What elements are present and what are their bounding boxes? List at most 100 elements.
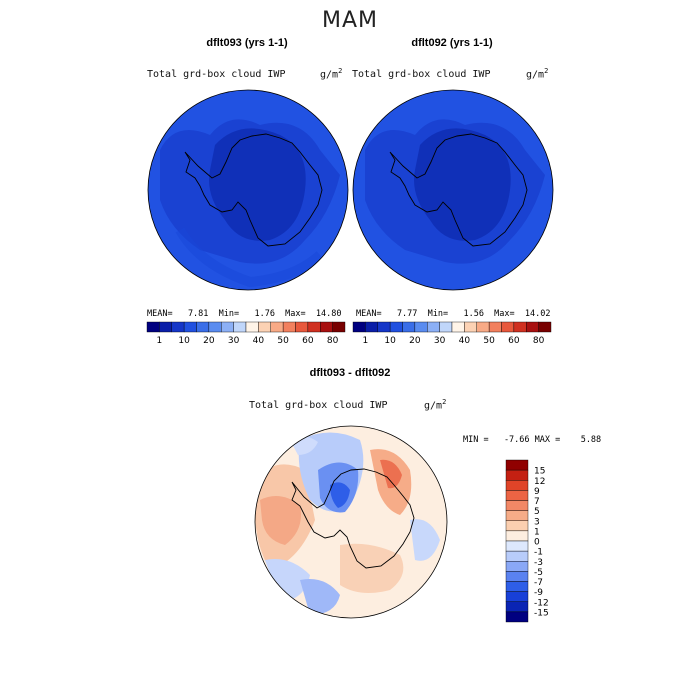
colorbar-tick-label: 7 (534, 497, 540, 507)
colorbar-swatch (183, 321, 197, 333)
colorbar-swatch (171, 321, 185, 333)
colorbar-swatch (505, 540, 529, 552)
right-variable-label: Total grd-box cloud IWP (352, 69, 491, 80)
colorbar-tick-label: 0 (534, 538, 540, 548)
colorbar-swatch (451, 321, 465, 333)
colorbar-swatch (526, 321, 539, 333)
colorbar-swatch (245, 321, 259, 333)
colorbar-swatch (365, 321, 378, 333)
colorbar-tick-label: 30 (434, 336, 446, 346)
colorbar-tick-label: 5 (534, 507, 540, 517)
colorbar-tick-label: 20 (203, 336, 215, 346)
colorbar-swatch (538, 321, 552, 333)
colorbar-swatch (476, 321, 490, 333)
colorbar-swatch (208, 321, 222, 333)
diff-stats: MIN = -7.66 MAX = 5.88 (463, 435, 602, 445)
right-units-label: g/m2 (526, 67, 549, 81)
colorbar-swatch (352, 321, 366, 333)
colorbar-swatch (505, 611, 529, 623)
diff-variable-label: Total grd-box cloud IWP (249, 400, 388, 411)
colorbar-tick-label: -5 (534, 568, 543, 578)
colorbar-tick-label: -3 (534, 558, 543, 568)
colorbar-swatch (221, 321, 234, 333)
left-variable-label: Total grd-box cloud IWP (147, 69, 286, 80)
colorbar-swatch (505, 500, 529, 511)
colorbar-tick-label: -7 (534, 578, 543, 588)
right-panel-title: dflt092 (yrs 1-1) (411, 37, 493, 49)
colorbar-tick-label: 40 (459, 336, 471, 346)
colorbar-tick-label: 20 (409, 336, 421, 346)
colorbar-swatch (505, 571, 529, 582)
colorbar-tick-label: -9 (534, 588, 543, 598)
colorbar-swatch (320, 321, 333, 333)
colorbar-swatch (427, 321, 440, 333)
colorbar-tick-label: 3 (534, 517, 540, 527)
colorbar-swatch (505, 520, 529, 532)
colorbar-swatch (505, 561, 529, 572)
right-coastline (389, 133, 528, 247)
colorbar-swatch (307, 321, 321, 333)
colorbar-swatch (233, 321, 247, 333)
colorbar-swatch (439, 321, 453, 333)
colorbar-swatch (505, 550, 529, 562)
colorbar-swatch (505, 601, 529, 613)
colorbar-swatch (159, 321, 172, 333)
colorbar-swatch (332, 321, 346, 333)
left-stats: MEAN= 7.81 Min= 1.76 Max= 14.80 (147, 309, 342, 319)
colorbar-tick-label: -15 (534, 608, 549, 618)
colorbar-tick-label: 40 (253, 336, 265, 346)
colorbar-swatch (270, 321, 284, 333)
left-coastline (184, 133, 323, 247)
colorbar-tick-label: 1 (157, 336, 163, 346)
colorbar-tick-label: 1 (363, 336, 369, 346)
colorbar-tick-label: 10 (384, 336, 396, 346)
colorbar-tick-label: 50 (277, 336, 289, 346)
colorbar-swatch (501, 321, 515, 333)
colorbar-swatch (295, 321, 309, 333)
colorbar-tick-label: -12 (534, 598, 549, 608)
right-colorbar: 1 10 20 30 40 50 60 80 (352, 321, 552, 346)
colorbar-swatch (513, 321, 527, 333)
diff-map (255, 426, 447, 618)
colorbar-tick-label: 60 (508, 336, 520, 346)
colorbar-swatch (488, 321, 502, 333)
colorbar-tick-label: 10 (178, 336, 190, 346)
colorbar-swatch (389, 321, 403, 333)
colorbar-swatch (377, 321, 391, 333)
colorbar-tick-label: 60 (302, 336, 314, 346)
diff-units-label: g/m2 (424, 398, 447, 412)
colorbar-tick-label: 80 (327, 336, 339, 346)
colorbar-tick-label: 15 (534, 467, 545, 477)
left-map (148, 90, 348, 290)
season-title: MAM (321, 8, 378, 33)
colorbar-tick-label: 30 (228, 336, 240, 346)
colorbar-tick-label: 50 (483, 336, 495, 346)
left-colorbar: 1 10 20 30 40 50 60 80 (146, 321, 346, 346)
colorbar-swatch (464, 321, 477, 333)
colorbar-swatch (505, 530, 529, 542)
colorbar-tick-label: 80 (533, 336, 545, 346)
colorbar-swatch (505, 510, 529, 521)
colorbar-tick-label: -1 (534, 548, 543, 558)
right-map (353, 90, 553, 290)
left-units-label: g/m2 (320, 67, 343, 81)
right-stats: MEAN= 7.77 Min= 1.56 Max= 14.02 (356, 309, 551, 319)
colorbar-swatch (258, 321, 271, 333)
colorbar-swatch (505, 469, 529, 481)
diff-panel-title: dflt093 - dflt092 (309, 367, 391, 379)
left-panel-title: dflt093 (yrs 1-1) (206, 37, 288, 49)
colorbar-tick-label: 1 (534, 527, 540, 537)
colorbar-swatch (146, 321, 160, 333)
colorbar-swatch (505, 581, 529, 592)
colorbar-tick-label: 12 (534, 477, 545, 487)
colorbar-swatch (505, 591, 529, 602)
colorbar-swatch (505, 490, 529, 501)
diff-coastline (291, 468, 415, 569)
colorbar-swatch (414, 321, 428, 333)
colorbar-swatch (505, 459, 529, 471)
colorbar-swatch (505, 480, 529, 491)
colorbar-swatch (402, 321, 416, 333)
colorbar-swatch (196, 321, 210, 333)
